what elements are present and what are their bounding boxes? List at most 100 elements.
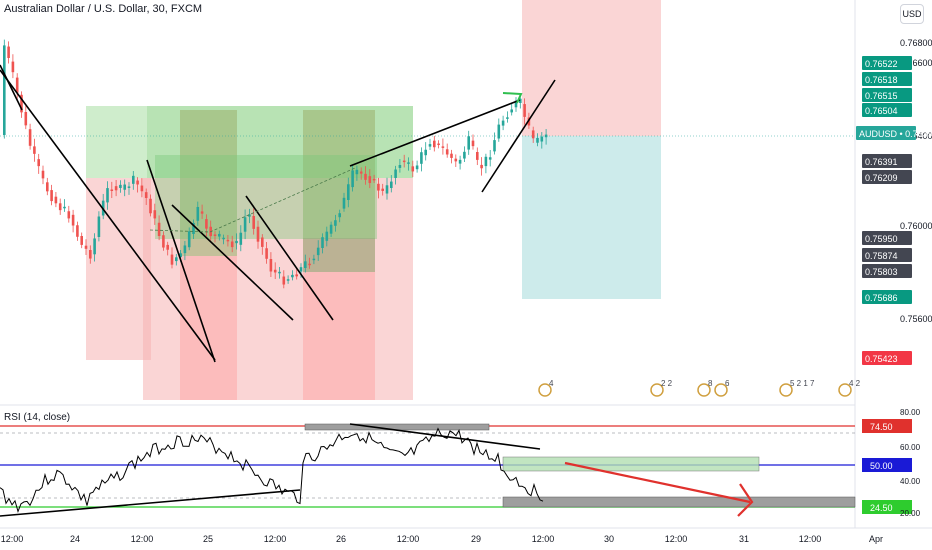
candle xyxy=(179,253,182,258)
candle xyxy=(484,156,488,167)
price-label-bg xyxy=(862,264,912,278)
candle xyxy=(424,149,427,156)
candle xyxy=(368,176,372,184)
dashed-path xyxy=(149,167,356,233)
candle xyxy=(415,165,419,170)
candle xyxy=(136,180,139,185)
candle xyxy=(282,276,286,285)
candle xyxy=(377,183,380,191)
candle xyxy=(437,143,440,146)
time-tick: Apr xyxy=(869,534,883,544)
candle xyxy=(329,224,333,234)
forecast-arrow xyxy=(564,461,751,504)
candle xyxy=(325,231,329,241)
candle xyxy=(273,269,277,273)
candle xyxy=(364,173,367,180)
candle xyxy=(252,216,255,229)
price-label: 0.76518 xyxy=(865,75,898,85)
green-arrow xyxy=(502,92,523,104)
price-label-bg xyxy=(862,248,912,262)
candle xyxy=(347,184,350,200)
candle xyxy=(480,164,483,169)
candle xyxy=(71,214,75,226)
candle xyxy=(540,136,544,142)
candle xyxy=(312,258,316,261)
time-tick: 12:00 xyxy=(532,534,555,544)
trend-line xyxy=(0,64,23,111)
candle xyxy=(11,61,15,73)
price-label: AUDUSD • 0.76399 xyxy=(859,129,932,139)
candle xyxy=(157,222,161,237)
candle xyxy=(93,238,96,255)
candle xyxy=(467,136,470,150)
price-label: 0.75423 xyxy=(865,354,898,364)
event-badge-icon xyxy=(538,383,552,397)
candle xyxy=(28,129,32,146)
price-label-bg xyxy=(862,351,912,365)
countdown-timer: 15:57 xyxy=(870,141,896,152)
time-tick: 25 xyxy=(203,534,213,544)
candle xyxy=(15,77,19,93)
candle xyxy=(106,188,109,203)
candle xyxy=(63,206,66,209)
candle xyxy=(132,175,135,184)
trend-line xyxy=(349,99,521,167)
event-badge-count: 2 2 xyxy=(661,379,673,388)
candle xyxy=(144,192,148,198)
candle xyxy=(84,245,88,249)
candle xyxy=(411,166,415,172)
candle xyxy=(304,261,307,268)
candle xyxy=(471,140,475,147)
time-tick: 12:00 xyxy=(665,534,688,544)
price-label: 0.76391 xyxy=(865,157,898,167)
price-label-bg xyxy=(862,290,912,304)
price-tick: 0.76000 xyxy=(900,221,932,231)
zone-box xyxy=(86,106,413,178)
price-tick: 0.76600 xyxy=(900,58,932,68)
candle xyxy=(390,181,393,188)
candle xyxy=(187,231,191,248)
candle xyxy=(338,213,341,218)
price-label-bg xyxy=(862,170,912,184)
candle xyxy=(248,214,251,217)
time-tick: 24 xyxy=(70,534,80,544)
candle xyxy=(355,169,359,175)
price-label-bg xyxy=(856,126,916,140)
zone-box xyxy=(143,178,413,400)
event-badge-count: 8 xyxy=(708,379,713,388)
event-badge-count: 4 2 xyxy=(849,379,861,388)
candle xyxy=(58,203,62,211)
rsi-trend-line xyxy=(349,423,541,450)
candle xyxy=(295,274,298,277)
event-badge-icon xyxy=(697,383,711,397)
rsi-tick: 80.00 xyxy=(900,408,921,417)
time-tick: 30 xyxy=(604,534,614,544)
price-label-bg xyxy=(862,72,912,86)
time-tick: 12:00 xyxy=(1,534,24,544)
candle xyxy=(97,216,101,237)
candle xyxy=(24,112,28,126)
price-label: 0.76504 xyxy=(865,106,898,116)
time-tick: 29 xyxy=(471,534,481,544)
candle xyxy=(433,140,436,148)
event-badge-count: 5 2 1 7 xyxy=(790,379,815,388)
candle xyxy=(50,190,53,202)
trend-line xyxy=(245,195,334,321)
candle xyxy=(265,248,268,259)
rsi-zone xyxy=(502,456,760,472)
candle xyxy=(523,104,526,117)
candle xyxy=(123,184,126,190)
candle xyxy=(80,236,83,245)
trend-line xyxy=(481,79,556,193)
trend-line xyxy=(0,69,216,361)
currency-button[interactable]: USD xyxy=(900,4,924,24)
candle xyxy=(175,257,178,262)
zone-box xyxy=(522,0,661,136)
candle xyxy=(89,250,92,259)
candle xyxy=(166,244,169,250)
candle xyxy=(46,182,49,192)
trend-line xyxy=(171,204,294,321)
candle xyxy=(7,46,10,58)
candle xyxy=(501,120,505,126)
